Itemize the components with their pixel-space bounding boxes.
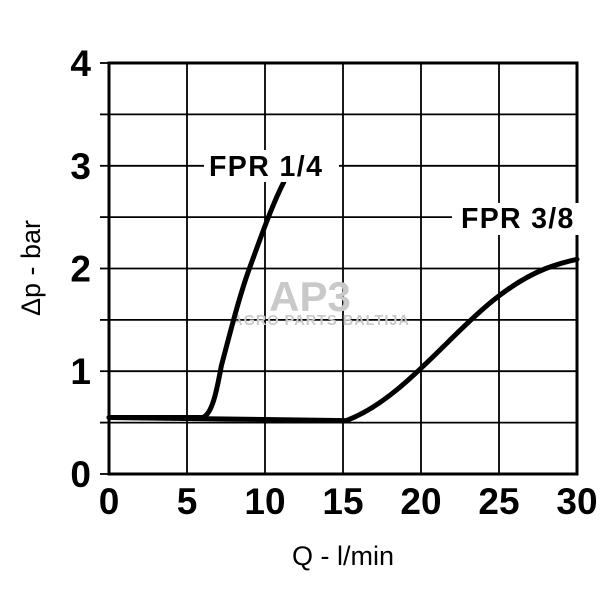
svg-text:0: 0 [70,454,91,495]
svg-text:15: 15 [322,481,363,522]
svg-text:3: 3 [70,146,91,187]
svg-text:Δp - bar: Δp - bar [16,220,46,316]
svg-text:20: 20 [400,481,441,522]
svg-text:10: 10 [244,481,285,522]
svg-text:5: 5 [177,481,198,522]
svg-text:AGRO PARTS BALTIJA: AGRO PARTS BALTIJA [232,313,410,329]
svg-text:25: 25 [478,481,519,522]
svg-text:FPR 3/8: FPR 3/8 [461,203,575,235]
svg-text:Q - l/min: Q - l/min [292,541,394,571]
svg-text:0: 0 [99,481,120,522]
svg-text:FPR 1/4: FPR 1/4 [209,151,323,183]
svg-text:2: 2 [70,249,91,290]
svg-text:4: 4 [70,43,91,84]
svg-text:30: 30 [556,481,597,522]
svg-text:1: 1 [70,351,91,392]
